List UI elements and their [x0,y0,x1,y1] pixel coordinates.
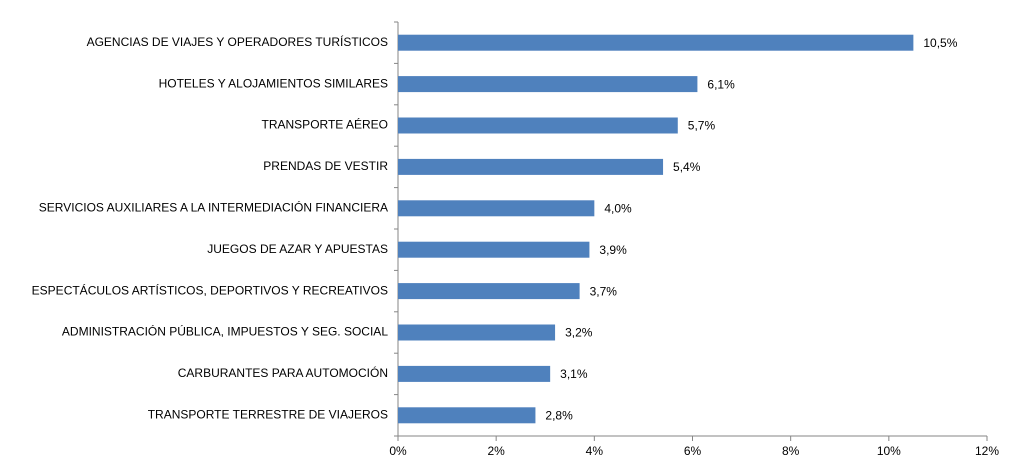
y-tick-label: HOTELES Y ALOJAMIENTOS SIMILARES [159,76,388,90]
bar [398,324,556,341]
y-tick-label: TRANSPORTE AÉREO [262,117,388,132]
bar [398,200,595,217]
y-tick-label: AGENCIAS DE VIAJES Y OPERADORES TURÍSTIC… [87,34,388,49]
bar [398,117,678,134]
bar [398,76,698,93]
x-tick-label: 8% [782,444,800,458]
y-tick-label: ESPECTÁCULOS ARTÍSTICOS, DEPORTIVOS Y RE… [32,282,388,297]
bar [398,241,590,258]
x-tick-label: 10% [877,444,901,458]
y-tick-label: TRANSPORTE TERRESTRE DE VIAJEROS [148,407,388,421]
x-tick-label: 2% [487,444,505,458]
y-tick-label: JUEGOS DE AZAR Y APUESTAS [207,242,388,256]
bar [398,34,914,51]
value-label: 2,8% [545,408,573,422]
bar [398,407,536,424]
value-label: 5,4% [673,160,701,174]
bar [398,365,551,382]
x-tick-label: 4% [586,444,604,458]
value-label: 3,7% [590,284,618,298]
value-label: 5,7% [688,119,716,133]
value-label: 3,9% [599,243,627,257]
value-label: 3,1% [560,367,588,381]
value-label: 6,1% [707,77,735,91]
x-tick-label: 0% [389,444,407,458]
value-label: 4,0% [604,201,632,215]
y-tick-label: PRENDAS DE VESTIR [263,159,388,173]
y-tick-label: ADMINISTRACIÓN PÚBLICA, IMPUESTOS Y SEG.… [62,324,388,339]
bar [398,283,580,300]
value-label: 10,5% [923,36,957,50]
x-tick-label: 12% [975,444,999,458]
y-tick-label: SERVICIOS AUXILIARES A LA INTERMEDIACIÓN… [39,199,388,214]
value-label: 3,2% [565,326,593,340]
y-tick-label: CARBURANTES PARA AUTOMOCIÓN [178,365,388,380]
x-tick-label: 6% [684,444,702,458]
bar [398,158,664,175]
